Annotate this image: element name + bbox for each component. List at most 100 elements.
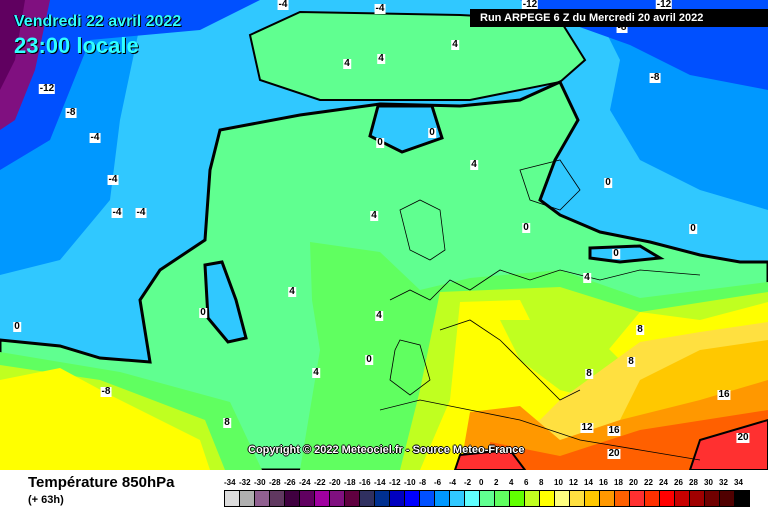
legend-label: -24 — [299, 478, 311, 487]
legend-swatch — [224, 490, 239, 507]
legend-label: -28 — [269, 478, 281, 487]
legend-swatch — [284, 490, 299, 507]
legend-swatch — [659, 490, 674, 507]
contour-label: 0 — [428, 127, 436, 138]
legend-label: 6 — [524, 478, 529, 487]
legend-label: -16 — [359, 478, 371, 487]
contour-label: -4 — [277, 0, 289, 10]
legend-swatch — [524, 490, 539, 507]
legend-swatch — [329, 490, 344, 507]
legend-swatch — [539, 490, 554, 507]
contour-label: 4 — [377, 53, 385, 64]
field-deepblue-left — [0, 0, 260, 170]
legend-label: 26 — [674, 478, 683, 487]
contour-label: 4 — [451, 39, 459, 50]
contour-label: 4 — [312, 367, 320, 378]
legend-label: 8 — [539, 478, 544, 487]
legend-label: 30 — [704, 478, 713, 487]
legend-swatch — [584, 490, 599, 507]
coastlines — [379, 159, 701, 461]
copyright: Copyright © 2022 Meteociel.fr - Source M… — [248, 444, 525, 456]
run-info: Run ARPEGE 6 Z du Mercredi 20 avril 2022 — [470, 9, 768, 27]
legend-label: -6 — [434, 478, 442, 487]
field-yellow-sw — [0, 368, 210, 470]
contour-label: -8 — [616, 22, 628, 33]
legend-swatch — [614, 490, 629, 507]
legend-label: 0 — [479, 478, 484, 487]
legend-label: 22 — [644, 478, 653, 487]
legend-swatch — [689, 490, 704, 507]
contour-label: -8 — [65, 107, 77, 118]
field-darkpurple-corner — [0, 0, 25, 90]
legend-label: -12 — [389, 478, 401, 487]
legend-label: -10 — [404, 478, 416, 487]
legend-label: -4 — [449, 478, 457, 487]
legend-label: -18 — [344, 478, 356, 487]
legend-swatch — [254, 490, 269, 507]
legend-swatch — [719, 490, 734, 507]
contour-label: -12 — [38, 83, 56, 94]
contour-label: 4 — [288, 286, 296, 297]
contour-label: 4 — [470, 159, 478, 170]
legend-swatch — [404, 490, 419, 507]
legend-swatch — [569, 490, 584, 507]
contour-label: 4 — [343, 58, 351, 69]
legend-swatch — [644, 490, 659, 507]
legend-swatch — [269, 490, 284, 507]
legend-label: -32 — [239, 478, 251, 487]
contour-label: 0 — [199, 307, 207, 318]
contour-label: -8 — [100, 386, 112, 397]
legend-label: 20 — [629, 478, 638, 487]
field-cold-island — [203, 260, 248, 344]
legend-swatch — [434, 490, 449, 507]
legend-label: 4 — [509, 478, 514, 487]
contour-label: -4 — [107, 174, 119, 185]
contour-label: 4 — [370, 210, 378, 221]
legend-label: 34 — [734, 478, 743, 487]
field-lake-cold — [368, 104, 444, 154]
legend-swatch — [299, 490, 314, 507]
contour-label: 8 — [636, 324, 644, 335]
valid-date: Vendredi 22 avril 2022 — [14, 13, 182, 30]
field-red-se — [688, 418, 768, 470]
legend-label: -30 — [254, 478, 266, 487]
legend-swatch — [389, 490, 404, 507]
contour-label: 0 — [365, 354, 373, 365]
legend-label: -20 — [329, 478, 341, 487]
temperature-map — [0, 0, 768, 470]
contour-label: 8 — [627, 356, 635, 367]
legend-swatch — [509, 490, 524, 507]
legend-swatch — [314, 490, 329, 507]
contour-label: 0 — [376, 137, 384, 148]
contour-label: 4 — [375, 310, 383, 321]
contour-label: 20 — [736, 432, 750, 443]
legend-swatch — [479, 490, 494, 507]
forecast-offset: (+ 63h) — [28, 494, 64, 506]
legend-swatch — [464, 490, 479, 507]
contour-label: 8 — [223, 417, 231, 428]
contour-label: 8 — [585, 368, 593, 379]
legend-swatch — [674, 490, 689, 507]
legend-label: -34 — [224, 478, 236, 487]
contour-label: -4 — [111, 207, 123, 218]
contour-label: 12 — [580, 422, 594, 433]
legend-swatch — [449, 490, 464, 507]
contour-label: 20 — [607, 448, 621, 459]
contour-label: -4 — [374, 3, 386, 14]
legend-swatch — [374, 490, 389, 507]
legend-label: 10 — [554, 478, 563, 487]
legend-swatch — [419, 490, 434, 507]
map-title: Température 850hPa — [28, 474, 175, 491]
legend-swatch — [494, 490, 509, 507]
contour-label: 16 — [607, 425, 621, 436]
legend-label: -2 — [464, 478, 472, 487]
legend-swatch — [344, 490, 359, 507]
legend-label: 2 — [494, 478, 499, 487]
contour-label: -8 — [649, 72, 661, 83]
field-red-africa — [453, 448, 527, 470]
legend-label: 14 — [584, 478, 593, 487]
legend-label: -22 — [314, 478, 326, 487]
legend-label: -14 — [374, 478, 386, 487]
legend-label: 18 — [614, 478, 623, 487]
contour-label: -12 — [655, 0, 673, 10]
